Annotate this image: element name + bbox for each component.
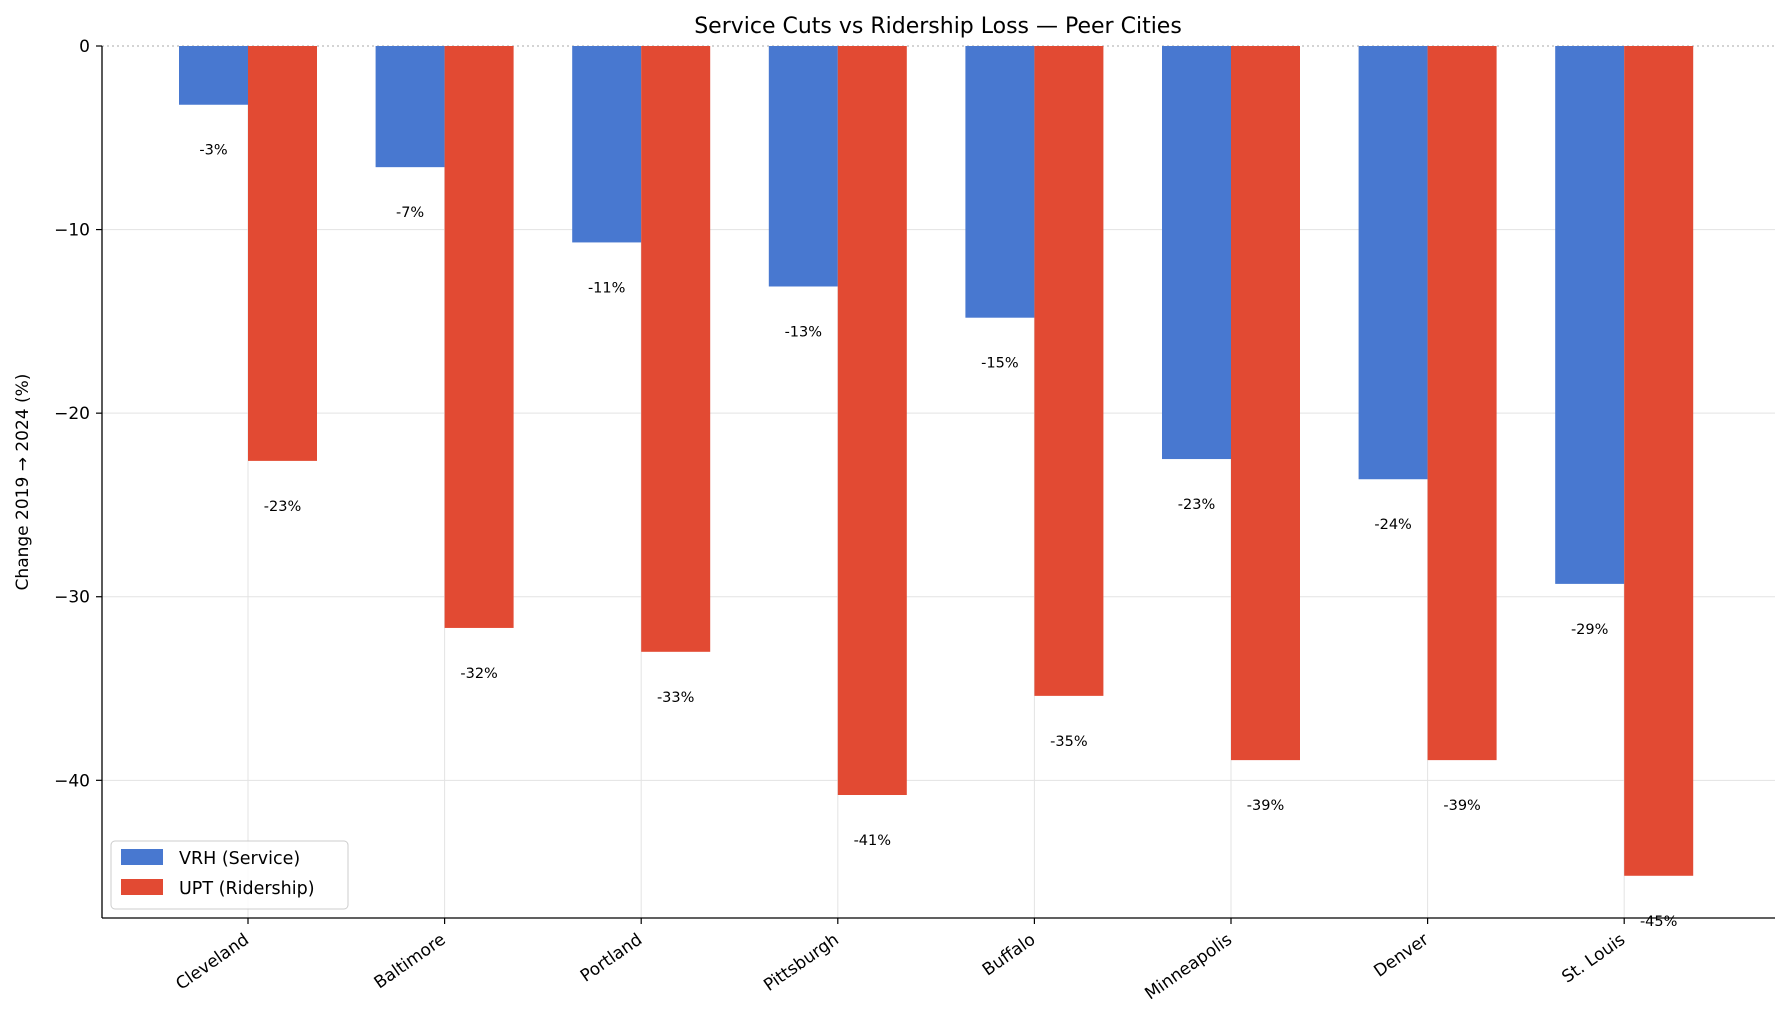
bar-vrh-minneapolis [1162, 46, 1231, 460]
legend-swatch-vrh [121, 849, 163, 865]
y-tick-label: −30 [54, 588, 90, 608]
data-label-upt-cleveland: -23% [264, 499, 301, 515]
data-label-upt-buffalo: -35% [1050, 734, 1087, 750]
data-label-vrh-minneapolis: -23% [1178, 497, 1215, 513]
data-label-vrh-baltimore: -7% [396, 205, 424, 221]
chart-title: Service Cuts vs Ridership Loss — Peer Ci… [694, 14, 1182, 39]
data-label-upt-pittsburgh: -41% [854, 833, 891, 849]
bar-upt-st-louis [1624, 46, 1694, 876]
y-tick-label: 0 [79, 37, 90, 57]
x-tick-label-minneapolis: Minneapolis [1141, 930, 1236, 1005]
data-label-upt-portland: -33% [657, 690, 694, 706]
x-tick-label-denver: Denver [1370, 930, 1432, 982]
y-ticks: 0 −10 −20 −30 −40 [54, 37, 102, 791]
x-tick-label-portland: Portland [577, 930, 646, 987]
bar-upt-pittsburgh [837, 46, 907, 796]
data-label-upt-baltimore: -32% [460, 666, 497, 682]
data-label-vrh-st-louis: -29% [1571, 622, 1608, 638]
legend-label-vrh: VRH (Service) [179, 849, 300, 869]
bar-upt-denver [1427, 46, 1497, 761]
bar-vrh-denver [1358, 46, 1428, 480]
data-label-vrh-portland: -11% [588, 280, 625, 296]
bar-vrh-cleveland [179, 46, 248, 105]
x-tick-label-baltimore: Baltimore [371, 930, 450, 994]
bar-vrh-baltimore [375, 46, 445, 168]
data-label-upt-minneapolis: -39% [1247, 798, 1284, 814]
bars [179, 46, 1694, 876]
x-tick-label-cleveland: Cleveland [172, 930, 253, 995]
legend-frame [110, 840, 349, 910]
data-label-upt-denver: -39% [1443, 798, 1480, 814]
axes [101, 46, 1775, 919]
data-label-vrh-cleveland: -3% [199, 143, 227, 159]
data-label-vrh-buffalo: -15% [981, 356, 1018, 372]
x-tick-label-st-louis: St. Louis [1558, 930, 1629, 988]
y-tick-label: −10 [54, 221, 90, 241]
y-axis-label: Change 2019 → 2024 (%) [13, 374, 33, 591]
bar-upt-buffalo [1034, 46, 1104, 696]
grid-lines [102, 46, 1775, 918]
x-tick-label-pittsburgh: Pittsburgh [760, 930, 842, 996]
y-tick-label: −40 [54, 771, 90, 791]
bar-upt-cleveland [248, 46, 317, 461]
bar-upt-minneapolis [1231, 46, 1300, 761]
x-tick-label-buffalo: Buffalo [979, 930, 1039, 981]
bar-upt-portland [641, 46, 711, 652]
legend: VRH (Service) UPT (Ridership) [110, 840, 349, 910]
bar-vrh-pittsburgh [768, 46, 838, 287]
legend-swatch-upt [121, 879, 163, 895]
x-ticks: Cleveland Baltimore Portland Pittsburgh Buff… [172, 918, 1629, 1004]
data-label-vrh-denver: -24% [1374, 517, 1411, 533]
legend-label-upt: UPT (Ridership) [179, 879, 315, 899]
bar-upt-baltimore [444, 46, 514, 628]
data-label-vrh-pittsburgh: -13% [785, 324, 822, 340]
y-tick-label: −20 [54, 404, 90, 424]
bar-vrh-portland [572, 46, 642, 243]
bar-vrh-st-louis [1555, 46, 1625, 584]
bar-vrh-buffalo [965, 46, 1035, 318]
data-label-upt-st-louis: -45% [1640, 914, 1677, 930]
